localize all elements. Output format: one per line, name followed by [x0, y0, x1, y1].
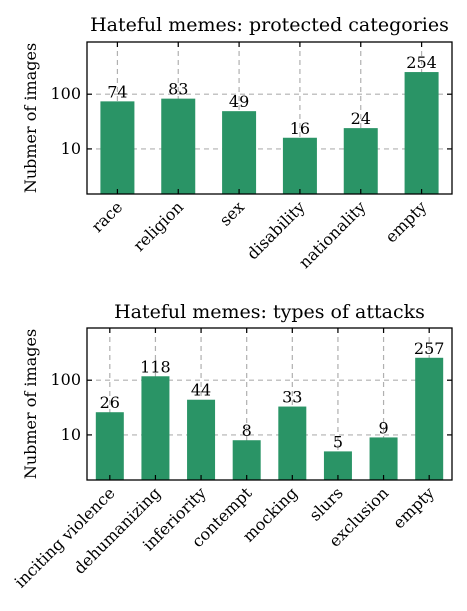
y-tick-label: 100: [50, 84, 81, 103]
data-label: 257: [414, 339, 445, 358]
data-label: 33: [282, 388, 302, 407]
x-tick-label: sex: [216, 197, 248, 229]
data-label: 83: [168, 80, 188, 99]
bar-empty: [415, 357, 444, 480]
bar-race: [100, 101, 135, 194]
bar-contempt: [232, 440, 261, 480]
data-label: 49: [229, 92, 249, 111]
bar-dehumanizing: [141, 376, 170, 480]
x-tick-label: empty: [381, 197, 430, 246]
bar-inciting-violence: [95, 412, 124, 480]
x-tick-label: race: [88, 197, 127, 236]
data-label: 16: [290, 119, 310, 138]
data-label: 9: [378, 418, 388, 437]
data-label: 44: [191, 381, 211, 400]
x-tick-label: slurs: [305, 483, 346, 524]
data-label: 8: [242, 421, 252, 440]
y-tick-label: 10: [61, 139, 81, 158]
data-label: 118: [140, 357, 171, 376]
bar-empty: [404, 72, 439, 194]
chart-title: Hateful memes: protected categories: [90, 14, 449, 36]
data-label: 74: [107, 82, 127, 101]
data-label: 24: [351, 109, 371, 128]
chart-panel-1: Hateful memes: protected categories Nubme…: [21, 14, 453, 272]
x-tick-label: religion: [129, 197, 187, 255]
chart-panel-2: Hateful memes: types of attacks Nubmer of…: [11, 301, 453, 591]
x-tick-label: empty: [389, 483, 438, 532]
bar-inferiority: [187, 399, 216, 480]
y-axis-label: Nubmer of images: [21, 43, 40, 193]
data-label: 5: [333, 432, 343, 451]
plot-frame: [86, 41, 453, 195]
plot-frame: [86, 327, 453, 481]
bar-mocking: [278, 406, 307, 480]
bar-religion: [161, 98, 196, 194]
chart-title: Hateful memes: types of attacks: [114, 301, 425, 323]
bar-sex: [222, 111, 257, 194]
y-tick-label: 100: [50, 370, 81, 389]
bar-exclusion: [369, 437, 398, 480]
data-label: 26: [100, 393, 120, 412]
bar-disability: [282, 137, 317, 194]
y-axis-label: Nubmer of images: [21, 329, 40, 479]
y-tick-label: 10: [61, 425, 81, 444]
bar-nationality: [343, 128, 378, 194]
data-label: 254: [406, 53, 437, 72]
